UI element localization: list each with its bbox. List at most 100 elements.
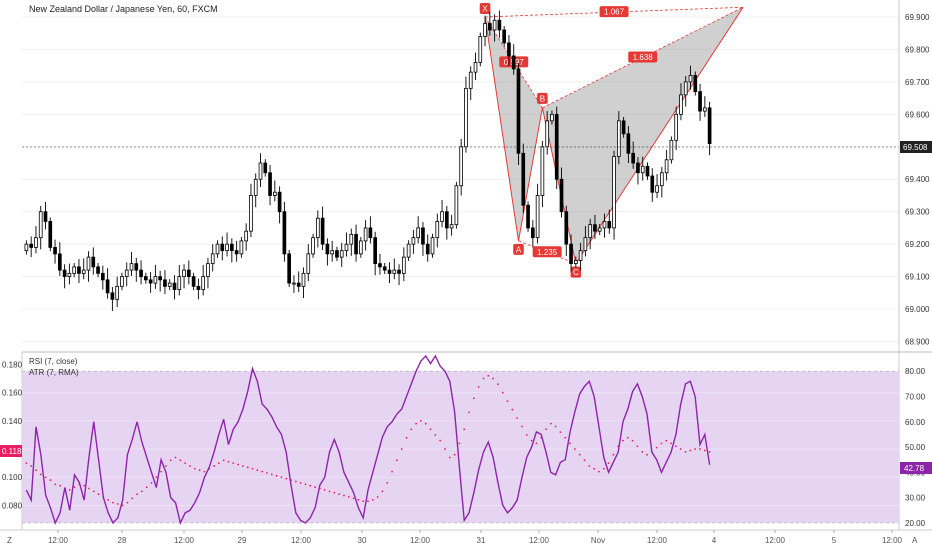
candle-body	[593, 224, 597, 232]
atr-point	[174, 456, 177, 459]
atr-point	[299, 481, 302, 484]
atr-point	[314, 486, 316, 489]
pattern-xd	[485, 6, 744, 18]
candle-body	[306, 253, 311, 274]
time-tick-label: 31	[477, 536, 486, 545]
time-tick-label: 5	[832, 536, 837, 545]
atr-point	[405, 436, 408, 439]
candle-body	[354, 234, 358, 255]
atr-point	[304, 483, 307, 486]
atr-point	[88, 487, 90, 490]
candle-body	[492, 19, 497, 31]
candle-body	[158, 276, 163, 281]
candle-body	[669, 139, 674, 161]
candle-body	[430, 237, 435, 255]
candle-body	[58, 253, 62, 271]
atr-point	[189, 465, 191, 467]
atr-point	[136, 493, 138, 496]
atr-point	[362, 500, 365, 503]
candle-body	[249, 195, 253, 232]
candle-body	[105, 279, 110, 294]
rsi-series	[25, 354, 711, 526]
candle-body	[444, 211, 449, 229]
atr-value-label: 0.118	[2, 447, 22, 456]
candle-body	[607, 221, 612, 229]
candle-body	[564, 211, 569, 245]
time-tick-label: 12:00	[529, 536, 550, 545]
candle-body	[502, 29, 507, 44]
atr-series	[25, 374, 711, 507]
time-tick-label: 28	[118, 536, 127, 545]
atr-point	[391, 470, 393, 473]
time-tick-label: 12:00	[410, 536, 431, 545]
atr-point	[352, 497, 355, 500]
candle-body	[511, 55, 516, 70]
atr-point	[169, 459, 172, 462]
candle-body	[263, 162, 268, 174]
atr-tick-label: 0.180	[2, 360, 23, 369]
atr-point	[371, 498, 374, 501]
candle-body	[325, 243, 330, 255]
price-axis[interactable]: 69.90069.80069.70069.60069.50069.40069.3…	[905, 13, 930, 347]
price-tick-label: 69.800	[905, 45, 930, 54]
candle-body	[358, 240, 363, 255]
ratio-label: 1.067	[604, 8, 625, 17]
candle-body	[545, 120, 550, 148]
candle-body	[335, 250, 339, 258]
candle-body	[602, 221, 607, 229]
rsi-value-label: 42.78	[904, 464, 925, 473]
atr-point	[578, 453, 581, 456]
candle-body	[225, 243, 229, 252]
rsi-band	[22, 371, 899, 523]
candle-body	[139, 269, 143, 278]
candle-body	[459, 146, 464, 187]
atr-point	[564, 436, 567, 439]
atr-point	[675, 445, 677, 448]
atr-point	[545, 428, 547, 431]
atr-point	[323, 489, 326, 491]
rsi-tick-label: 30.00	[905, 494, 926, 503]
rsi-tick-label: 70.00	[905, 392, 926, 401]
price-tick-label: 69.400	[905, 175, 930, 184]
candle-body	[134, 263, 139, 271]
atr-point	[559, 431, 562, 434]
candle-body	[163, 279, 167, 287]
price-tick-label: 69.600	[905, 110, 930, 119]
atr-point	[184, 462, 187, 465]
candle-body	[210, 253, 215, 265]
candle-body	[535, 195, 540, 239]
candle-body	[631, 152, 636, 164]
time-axis[interactable]: 12:00 28 12:00 29 12:00 30 12:00 31 12:00 Nov 12:0…	[48, 530, 903, 545]
candle-body	[344, 243, 349, 252]
candle-body	[401, 256, 406, 274]
atr-point	[487, 374, 490, 377]
atr-point	[35, 469, 37, 472]
atr-point	[251, 467, 254, 470]
candle-body	[81, 269, 86, 274]
rsi-value-tag	[900, 462, 932, 474]
atr-point	[622, 439, 624, 442]
candle-body	[626, 133, 631, 154]
candle-body	[468, 71, 473, 89]
time-tick-label: Nov	[591, 536, 605, 545]
atr-point	[275, 474, 278, 477]
atr-point	[203, 470, 206, 473]
time-tick-label: 12:00	[882, 536, 903, 545]
candle-body	[24, 243, 29, 252]
atr-point	[516, 417, 519, 419]
pattern-point-c-bg	[570, 266, 582, 278]
chart-title: New Zealand Dollar / Japanese Yen, 60, F…	[29, 4, 218, 14]
candle-body	[392, 269, 397, 274]
atr-point	[381, 490, 384, 493]
price-tick-label: 69.000	[905, 305, 930, 314]
atr-point	[145, 486, 148, 489]
atr-point	[92, 490, 95, 493]
atr-point	[246, 466, 249, 469]
atr-point	[549, 422, 552, 425]
atr-point	[376, 496, 379, 498]
atr-point	[343, 494, 345, 497]
candle-body	[516, 68, 521, 154]
